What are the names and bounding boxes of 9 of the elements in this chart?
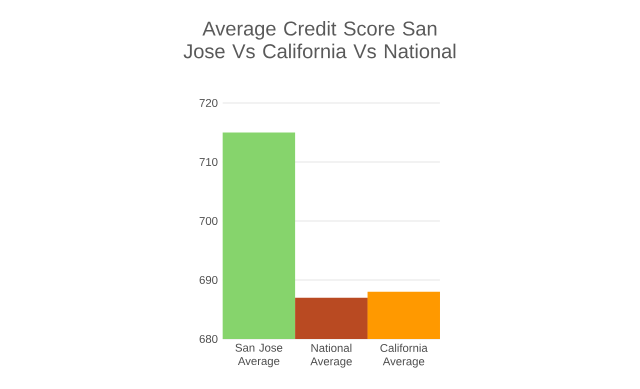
y-tick-label: 680: [200, 334, 218, 343]
x-tick-label: San Jose Average: [235, 344, 282, 368]
x-tick-label: National Average: [310, 344, 352, 368]
y-tick-label: 720: [200, 98, 218, 108]
y-tick-label: 700: [200, 216, 218, 225]
chart-title: Average Credit Score San Jose Vs California Vs National: [184, 20, 456, 58]
y-tick-label: 690: [200, 276, 218, 284]
y-tick-label: 710: [200, 158, 218, 166]
x-tick-label: California Average: [380, 344, 428, 368]
